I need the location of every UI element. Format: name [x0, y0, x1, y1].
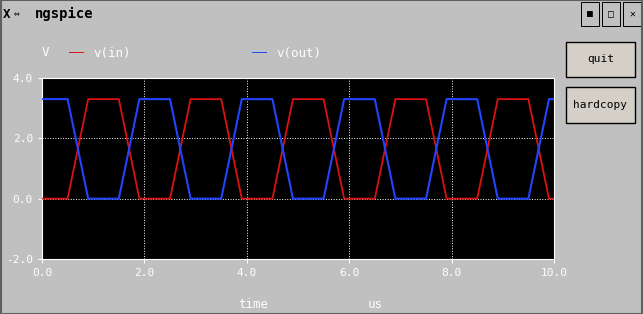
Text: time: time [238, 298, 268, 311]
Text: ✕: ✕ [629, 9, 635, 19]
Bar [602, 2, 620, 26]
Bar [623, 2, 642, 26]
Text: ——: —— [252, 46, 267, 59]
Text: quit: quit [587, 54, 614, 64]
Text: X: X [3, 8, 11, 20]
Text: ——: —— [69, 46, 84, 59]
Text: ⇔: ⇔ [14, 9, 20, 19]
Text: V: V [42, 46, 50, 59]
Bar [581, 2, 599, 26]
FancyBboxPatch shape [566, 87, 635, 122]
Text: v(in): v(in) [93, 46, 131, 59]
Text: us: us [368, 298, 383, 311]
Text: ngspice: ngspice [35, 7, 94, 21]
Text: ■: ■ [587, 9, 593, 19]
Text: v(out): v(out) [276, 46, 322, 59]
Text: □: □ [608, 9, 614, 19]
Text: hardcopy: hardcopy [574, 100, 628, 110]
FancyBboxPatch shape [566, 41, 635, 77]
